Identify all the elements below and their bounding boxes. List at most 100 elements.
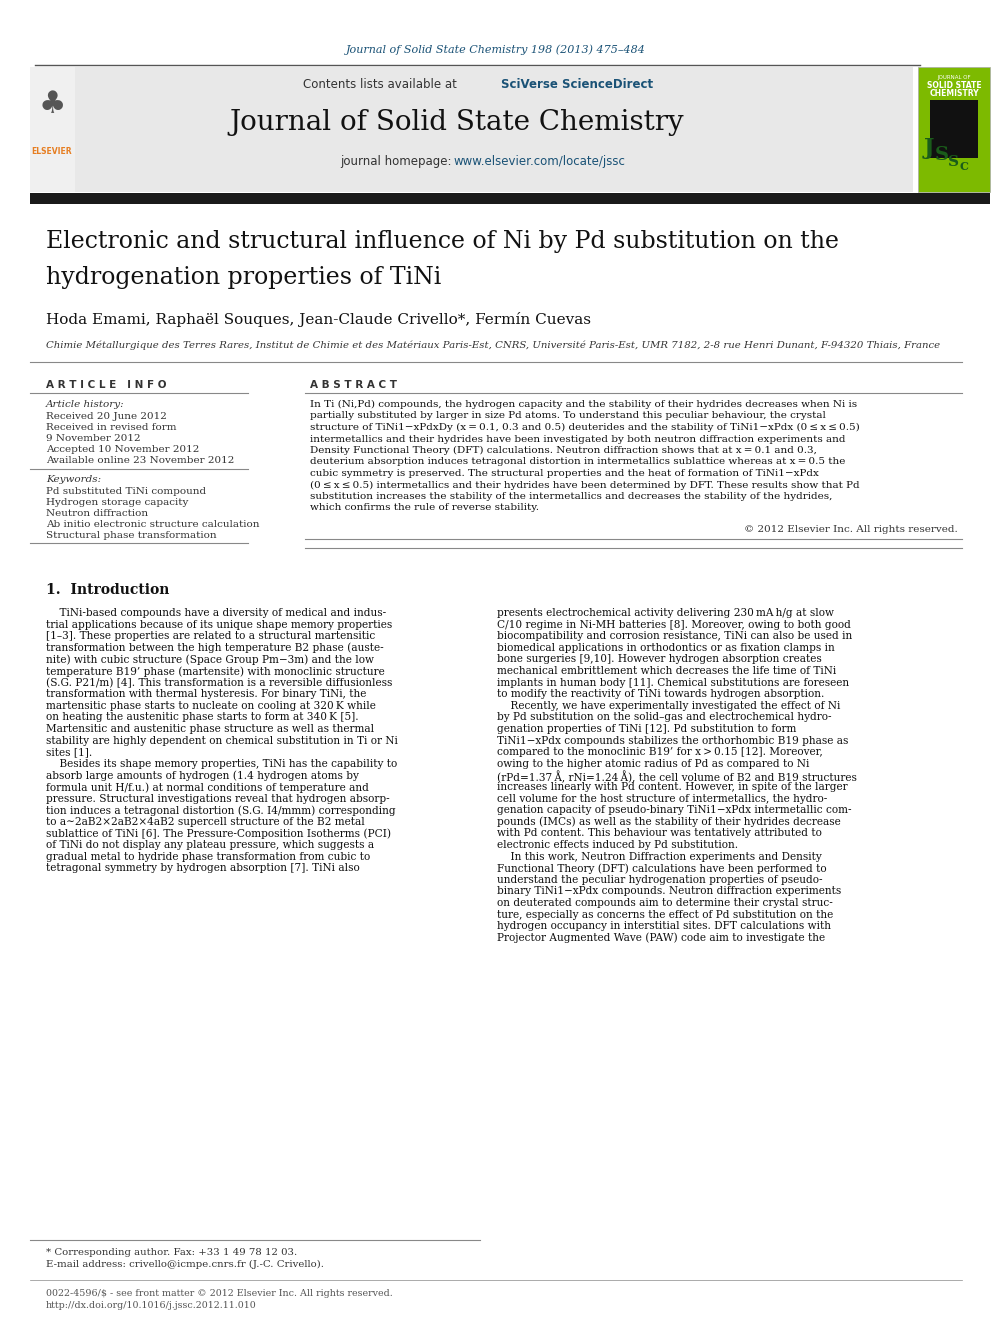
Text: which confirms the rule of reverse stability.: which confirms the rule of reverse stabi… [310,504,539,512]
Text: SOLID STATE: SOLID STATE [927,81,981,90]
Text: Recently, we have experimentally investigated the effect of Ni: Recently, we have experimentally investi… [497,701,840,710]
Text: temperature B19’ phase (martensite) with monoclinic structure: temperature B19’ phase (martensite) with… [46,665,385,676]
Text: A R T I C L E   I N F O: A R T I C L E I N F O [46,380,167,390]
Text: In Ti (Ni,Pd) compounds, the hydrogen capacity and the stability of their hydrid: In Ti (Ni,Pd) compounds, the hydrogen ca… [310,400,857,409]
Text: biocompatibility and corrosion resistance, TiNi can also be used in: biocompatibility and corrosion resistanc… [497,631,852,642]
Text: nite) with cubic structure (Space Group Pm−3m) and the low: nite) with cubic structure (Space Group … [46,655,374,665]
Text: (0 ≤ x ≤ 0.5) intermetallics and their hydrides have been determined by DFT. The: (0 ≤ x ≤ 0.5) intermetallics and their h… [310,480,860,490]
Text: TiNi-based compounds have a diversity of medical and indus-: TiNi-based compounds have a diversity of… [46,609,386,618]
Text: substitution increases the stability of the intermetallics and decreases the sta: substitution increases the stability of … [310,492,832,501]
Text: pounds (IMCs) as well as the stability of their hydrides decrease: pounds (IMCs) as well as the stability o… [497,816,841,827]
Text: Contents lists available at: Contents lists available at [303,78,460,91]
Text: http://dx.doi.org/10.1016/j.jssc.2012.11.010: http://dx.doi.org/10.1016/j.jssc.2012.11… [46,1301,257,1310]
Text: A B S T R A C T: A B S T R A C T [310,380,397,390]
FancyBboxPatch shape [930,101,978,157]
Text: to modify the reactivity of TiNi towards hydrogen absorption.: to modify the reactivity of TiNi towards… [497,689,824,699]
Text: tion induces a tetragonal distortion (S.G. I4/mmm) corresponding: tion induces a tetragonal distortion (S.… [46,806,396,816]
Text: Pd substituted TiNi compound: Pd substituted TiNi compound [46,487,206,496]
Text: ture, especially as concerns the effect of Pd substitution on the: ture, especially as concerns the effect … [497,910,833,919]
Text: Received in revised form: Received in revised form [46,423,177,433]
Text: structure of TiNi1−xPdxDy (x = 0.1, 0.3 and 0.5) deuterides and the stability of: structure of TiNi1−xPdxDy (x = 0.1, 0.3 … [310,423,860,433]
Text: tetragonal symmetry by hydrogen absorption [7]. TiNi also: tetragonal symmetry by hydrogen absorpti… [46,863,360,873]
Text: absorb large amounts of hydrogen (1.4 hydrogen atoms by: absorb large amounts of hydrogen (1.4 hy… [46,770,359,781]
Text: Hoda Emami, Raphaël Souques, Jean-Claude Crivello*, Fermín Cuevas: Hoda Emami, Raphaël Souques, Jean-Claude… [46,312,591,327]
Text: with Pd content. This behaviour was tentatively attributed to: with Pd content. This behaviour was tent… [497,828,822,839]
Text: mechanical embrittlement which decreases the life time of TiNi: mechanical embrittlement which decreases… [497,665,836,676]
Text: ♣: ♣ [39,90,65,119]
Text: www.elsevier.com/locate/jssc: www.elsevier.com/locate/jssc [454,156,626,168]
Text: cubic symmetry is preserved. The structural properties and the heat of formation: cubic symmetry is preserved. The structu… [310,468,818,478]
Text: Journal of Solid State Chemistry 198 (2013) 475–484: Journal of Solid State Chemistry 198 (20… [346,45,646,56]
Text: In this work, Neutron Diffraction experiments and Density: In this work, Neutron Diffraction experi… [497,852,821,861]
Text: * Corresponding author. Fax: +33 1 49 78 12 03.: * Corresponding author. Fax: +33 1 49 78… [46,1248,298,1257]
Text: Besides its shape memory properties, TiNi has the capability to: Besides its shape memory properties, TiN… [46,759,397,769]
FancyBboxPatch shape [918,67,990,192]
Text: transformation with thermal hysteresis. For binary TiNi, the: transformation with thermal hysteresis. … [46,689,366,699]
Text: Martensitic and austenitic phase structure as well as thermal: Martensitic and austenitic phase structu… [46,724,374,734]
Text: Accepted 10 November 2012: Accepted 10 November 2012 [46,445,199,454]
Text: electronic effects induced by Pd substitution.: electronic effects induced by Pd substit… [497,840,738,849]
Text: intermetallics and their hydrides have been investigated by both neutron diffrac: intermetallics and their hydrides have b… [310,434,845,443]
Text: to a∼2aB2×2aB2×4aB2 supercell structure of the B2 metal: to a∼2aB2×2aB2×4aB2 supercell structure … [46,816,365,827]
Text: genation properties of TiNi [12]. Pd substitution to form: genation properties of TiNi [12]. Pd sub… [497,724,797,734]
Text: (S.G. P21/m) [4]. This transformation is a reversible diffusionless: (S.G. P21/m) [4]. This transformation is… [46,677,393,688]
Text: S: S [935,146,949,164]
Text: J: J [924,138,934,159]
Text: [1–3]. These properties are related to a structural martensitic: [1–3]. These properties are related to a… [46,631,375,642]
Text: martensitic phase starts to nucleate on cooling at 320 K while: martensitic phase starts to nucleate on … [46,701,376,710]
Text: Neutron diffraction: Neutron diffraction [46,509,148,519]
Text: trial applications because of its unique shape memory properties: trial applications because of its unique… [46,619,392,630]
Text: Projector Augmented Wave (PAW) code aim to investigate the: Projector Augmented Wave (PAW) code aim … [497,933,825,943]
Text: deuterium absorption induces tetragonal distortion in intermetallics sublattice : deuterium absorption induces tetragonal … [310,458,845,467]
Text: Chimie Métallurgique des Terres Rares, Institut de Chimie et des Matériaux Paris: Chimie Métallurgique des Terres Rares, I… [46,340,940,349]
Text: Electronic and structural influence of Ni by Pd substitution on the: Electronic and structural influence of N… [46,230,839,253]
Text: on deuterated compounds aim to determine their crystal struc-: on deuterated compounds aim to determine… [497,898,832,908]
Text: of TiNi do not display any plateau pressure, which suggests a: of TiNi do not display any plateau press… [46,840,374,849]
Text: implants in human body [11]. Chemical substitutions are foreseen: implants in human body [11]. Chemical su… [497,677,849,688]
Text: ELSEVIER: ELSEVIER [32,147,72,156]
Text: pressure. Structural investigations reveal that hydrogen absorp-: pressure. Structural investigations reve… [46,794,390,803]
Text: increases linearly with Pd content. However, in spite of the larger: increases linearly with Pd content. Howe… [497,782,847,792]
Text: cell volume for the host structure of intermetallics, the hydro-: cell volume for the host structure of in… [497,794,827,803]
FancyBboxPatch shape [75,67,913,192]
Text: 0022-4596/$ - see front matter © 2012 Elsevier Inc. All rights reserved.: 0022-4596/$ - see front matter © 2012 El… [46,1289,393,1298]
Text: compared to the monoclinic B19’ for x > 0.15 [12]. Moreover,: compared to the monoclinic B19’ for x > … [497,747,822,757]
Text: (rPd=1.37 Å, rNi=1.24 Å), the cell volume of B2 and B19 structures: (rPd=1.37 Å, rNi=1.24 Å), the cell volum… [497,770,857,783]
Text: Functional Theory (DFT) calculations have been performed to: Functional Theory (DFT) calculations hav… [497,863,826,873]
Text: transformation between the high temperature B2 phase (auste-: transformation between the high temperat… [46,643,384,654]
Text: © 2012 Elsevier Inc. All rights reserved.: © 2012 Elsevier Inc. All rights reserved… [744,525,958,534]
Text: 9 November 2012: 9 November 2012 [46,434,141,443]
Text: JOURNAL OF: JOURNAL OF [937,75,971,81]
Text: Keywords:: Keywords: [46,475,101,484]
Text: sublattice of TiNi [6]. The Pressure-Composition Isotherms (PCI): sublattice of TiNi [6]. The Pressure-Com… [46,828,391,839]
Text: binary TiNi1−xPdx compounds. Neutron diffraction experiments: binary TiNi1−xPdx compounds. Neutron dif… [497,886,841,897]
Text: sites [1].: sites [1]. [46,747,92,757]
Text: 1.  Introduction: 1. Introduction [46,583,170,597]
Text: Structural phase transformation: Structural phase transformation [46,531,216,540]
Text: genation capacity of pseudo-binary TiNi1−xPdx intermetallic com-: genation capacity of pseudo-binary TiNi1… [497,806,851,815]
Text: Article history:: Article history: [46,400,125,409]
Text: C: C [959,161,968,172]
Text: by Pd substitution on the solid–gas and electrochemical hydro-: by Pd substitution on the solid–gas and … [497,712,831,722]
Text: bone surgeries [9,10]. However hydrogen absorption creates: bone surgeries [9,10]. However hydrogen … [497,655,821,664]
Text: Journal of Solid State Chemistry: Journal of Solid State Chemistry [230,108,684,135]
Text: formula unit H/f.u.) at normal conditions of temperature and: formula unit H/f.u.) at normal condition… [46,782,369,792]
Text: E-mail address: crivello@icmpe.cnrs.fr (J.-C. Crivello).: E-mail address: crivello@icmpe.cnrs.fr (… [46,1259,324,1269]
Text: stability are highly dependent on chemical substitution in Ti or Ni: stability are highly dependent on chemic… [46,736,398,746]
Text: biomedical applications in orthodontics or as fixation clamps in: biomedical applications in orthodontics … [497,643,834,652]
Text: presents electrochemical activity delivering 230 mA h/g at slow: presents electrochemical activity delive… [497,609,834,618]
Text: Density Functional Theory (DFT) calculations. Neutron diffraction shows that at : Density Functional Theory (DFT) calculat… [310,446,816,455]
FancyBboxPatch shape [30,67,75,192]
Text: TiNi1−xPdx compounds stabilizes the orthorhombic B19 phase as: TiNi1−xPdx compounds stabilizes the orth… [497,736,848,746]
Text: owing to the higher atomic radius of Pd as compared to Ni: owing to the higher atomic radius of Pd … [497,759,809,769]
Text: hydrogenation properties of TiNi: hydrogenation properties of TiNi [46,266,441,288]
Text: C/10 regime in Ni-MH batteries [8]. Moreover, owing to both good: C/10 regime in Ni-MH batteries [8]. More… [497,619,851,630]
Text: understand the peculiar hydrogenation properties of pseudo-: understand the peculiar hydrogenation pr… [497,875,822,885]
Text: Hydrogen storage capacity: Hydrogen storage capacity [46,497,188,507]
Text: Received 20 June 2012: Received 20 June 2012 [46,411,167,421]
Text: hydrogen occupancy in interstitial sites. DFT calculations with: hydrogen occupancy in interstitial sites… [497,921,831,931]
FancyBboxPatch shape [30,193,990,204]
Text: CHEMISTRY: CHEMISTRY [930,89,979,98]
Text: Ab initio electronic structure calculation: Ab initio electronic structure calculati… [46,520,260,529]
Text: Available online 23 November 2012: Available online 23 November 2012 [46,456,234,464]
